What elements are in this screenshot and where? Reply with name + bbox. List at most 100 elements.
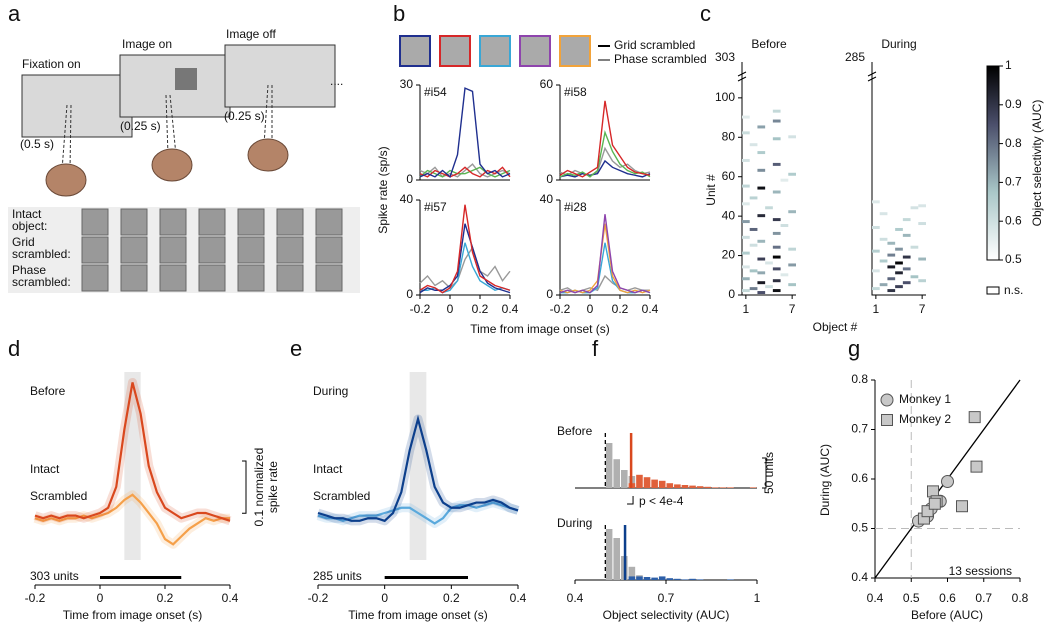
heatmap-cell	[895, 271, 903, 275]
heatmap-cell	[788, 135, 796, 139]
mean-line	[34, 382, 231, 522]
spike-rate-line	[559, 223, 651, 294]
y-tick-label: 80	[722, 129, 736, 143]
heatmap-cell	[749, 287, 758, 291]
histogram-bar	[674, 484, 681, 488]
heatmap-cell	[887, 277, 896, 281]
x-tick-label: 0	[447, 302, 454, 316]
axis	[419, 85, 510, 181]
step-label: Fixation on	[22, 57, 81, 71]
colorbar-label: Object selectivity (AUC)	[1030, 100, 1044, 227]
panel-letter: f	[592, 336, 599, 361]
heatmap-cell	[749, 227, 758, 231]
histogram-bar	[613, 459, 620, 488]
x-axis-label: Time from image onset (s)	[348, 608, 488, 622]
heatmap-cell	[902, 281, 911, 285]
histogram-bar	[605, 443, 613, 488]
panel-letter: d	[8, 336, 20, 361]
x-tick-label: 0.5	[903, 591, 920, 605]
histogram-bar	[696, 486, 704, 488]
x-tick-label: 0.7	[975, 591, 992, 605]
x-tick-label: 0.2	[612, 302, 629, 316]
histogram-bar	[643, 477, 651, 488]
histogram-bar	[749, 487, 757, 488]
spike-rate-line	[419, 245, 511, 289]
heatmap-cell	[895, 261, 903, 265]
stimulus-thumb	[519, 35, 551, 67]
histogram-bar	[636, 474, 643, 488]
spike-rate-line	[559, 214, 651, 294]
spike-rate-line	[419, 163, 511, 178]
y-tick-label: 0	[546, 172, 553, 186]
stimulus-thumb	[399, 35, 431, 67]
heatmap-cell	[765, 206, 773, 210]
heatmap-cell	[902, 255, 911, 259]
y-axis-label: During (AUC)	[818, 444, 832, 516]
heatmap-cell	[918, 222, 926, 226]
colorbar	[986, 65, 1000, 261]
heatmap-cell	[902, 233, 911, 237]
heatmap-cell	[749, 143, 758, 147]
ns-swatch	[986, 286, 1000, 295]
ns-label: n.s.	[1004, 283, 1023, 297]
chart-title: Before	[557, 424, 593, 438]
histogram-bar	[689, 578, 696, 580]
x-tick-label: -0.2	[410, 302, 431, 316]
histogram-bar	[681, 485, 689, 488]
heatmap-cell	[902, 267, 911, 271]
y-tick-label: 60	[722, 169, 736, 183]
step-label: Image on	[122, 37, 172, 51]
spike-rate-line	[559, 146, 651, 177]
series-label: Intact	[313, 462, 343, 476]
heatmap-cell	[872, 200, 880, 204]
heatmap-cell	[757, 291, 766, 295]
histogram-bar	[605, 529, 613, 580]
x-tick-label: -0.2	[550, 302, 571, 316]
task-diagram	[8, 44, 360, 293]
row-label: Phase	[12, 263, 46, 277]
scale-bar	[762, 457, 767, 489]
step-duration: (0.5 s)	[20, 137, 54, 151]
session-point	[927, 485, 939, 498]
step-duration: (0.25 s)	[224, 109, 265, 123]
y-tick-label: 0	[546, 287, 553, 301]
scale-bar-label: spike rate	[266, 461, 280, 513]
histogram-bar	[658, 576, 666, 580]
step-label: Image off	[226, 27, 276, 41]
spike-rate-line	[559, 159, 651, 178]
scale-bar-label: 0.1 normalized	[252, 448, 266, 527]
heatmap-cell	[788, 263, 796, 267]
series-label: Intact	[30, 462, 60, 476]
heatmap-cell	[742, 265, 750, 269]
heatmap-cell	[788, 210, 796, 214]
heatmap-cell	[772, 245, 781, 249]
y-tick-label: 0.8	[851, 372, 868, 386]
unit-count: 303 units	[30, 569, 79, 583]
heatmap-cell	[749, 196, 758, 200]
x-tick-label: 0.2	[443, 591, 460, 605]
unit-count: 285 units	[313, 569, 362, 583]
unit-id: #i58	[564, 85, 587, 99]
histogram-bar	[666, 578, 674, 580]
heatmap-cell	[742, 115, 750, 119]
heatmap-cell	[788, 283, 796, 287]
stimulus-thumb	[439, 35, 471, 67]
session-point	[941, 474, 954, 488]
spike-rate-line	[419, 204, 511, 294]
legend-label: Monkey 2	[899, 412, 951, 426]
spike-rate-line	[419, 166, 511, 178]
session-point	[956, 500, 968, 513]
histogram-bar	[628, 576, 636, 580]
panel-letter: b	[393, 1, 405, 26]
heatmap-cell	[757, 125, 766, 129]
heatmap-cell	[772, 255, 781, 259]
heatmap-cell	[742, 202, 750, 206]
heatmap-cell	[757, 281, 766, 285]
heatmap-cell	[742, 277, 750, 281]
colorbar-tick-label: 1	[1005, 58, 1012, 72]
x-tick-label: 0.4	[642, 302, 659, 316]
y-axis-label: Unit #	[704, 174, 718, 206]
heatmap-cell	[780, 178, 789, 182]
heatmap-cell	[887, 241, 896, 245]
stimulus-bar	[100, 576, 182, 579]
